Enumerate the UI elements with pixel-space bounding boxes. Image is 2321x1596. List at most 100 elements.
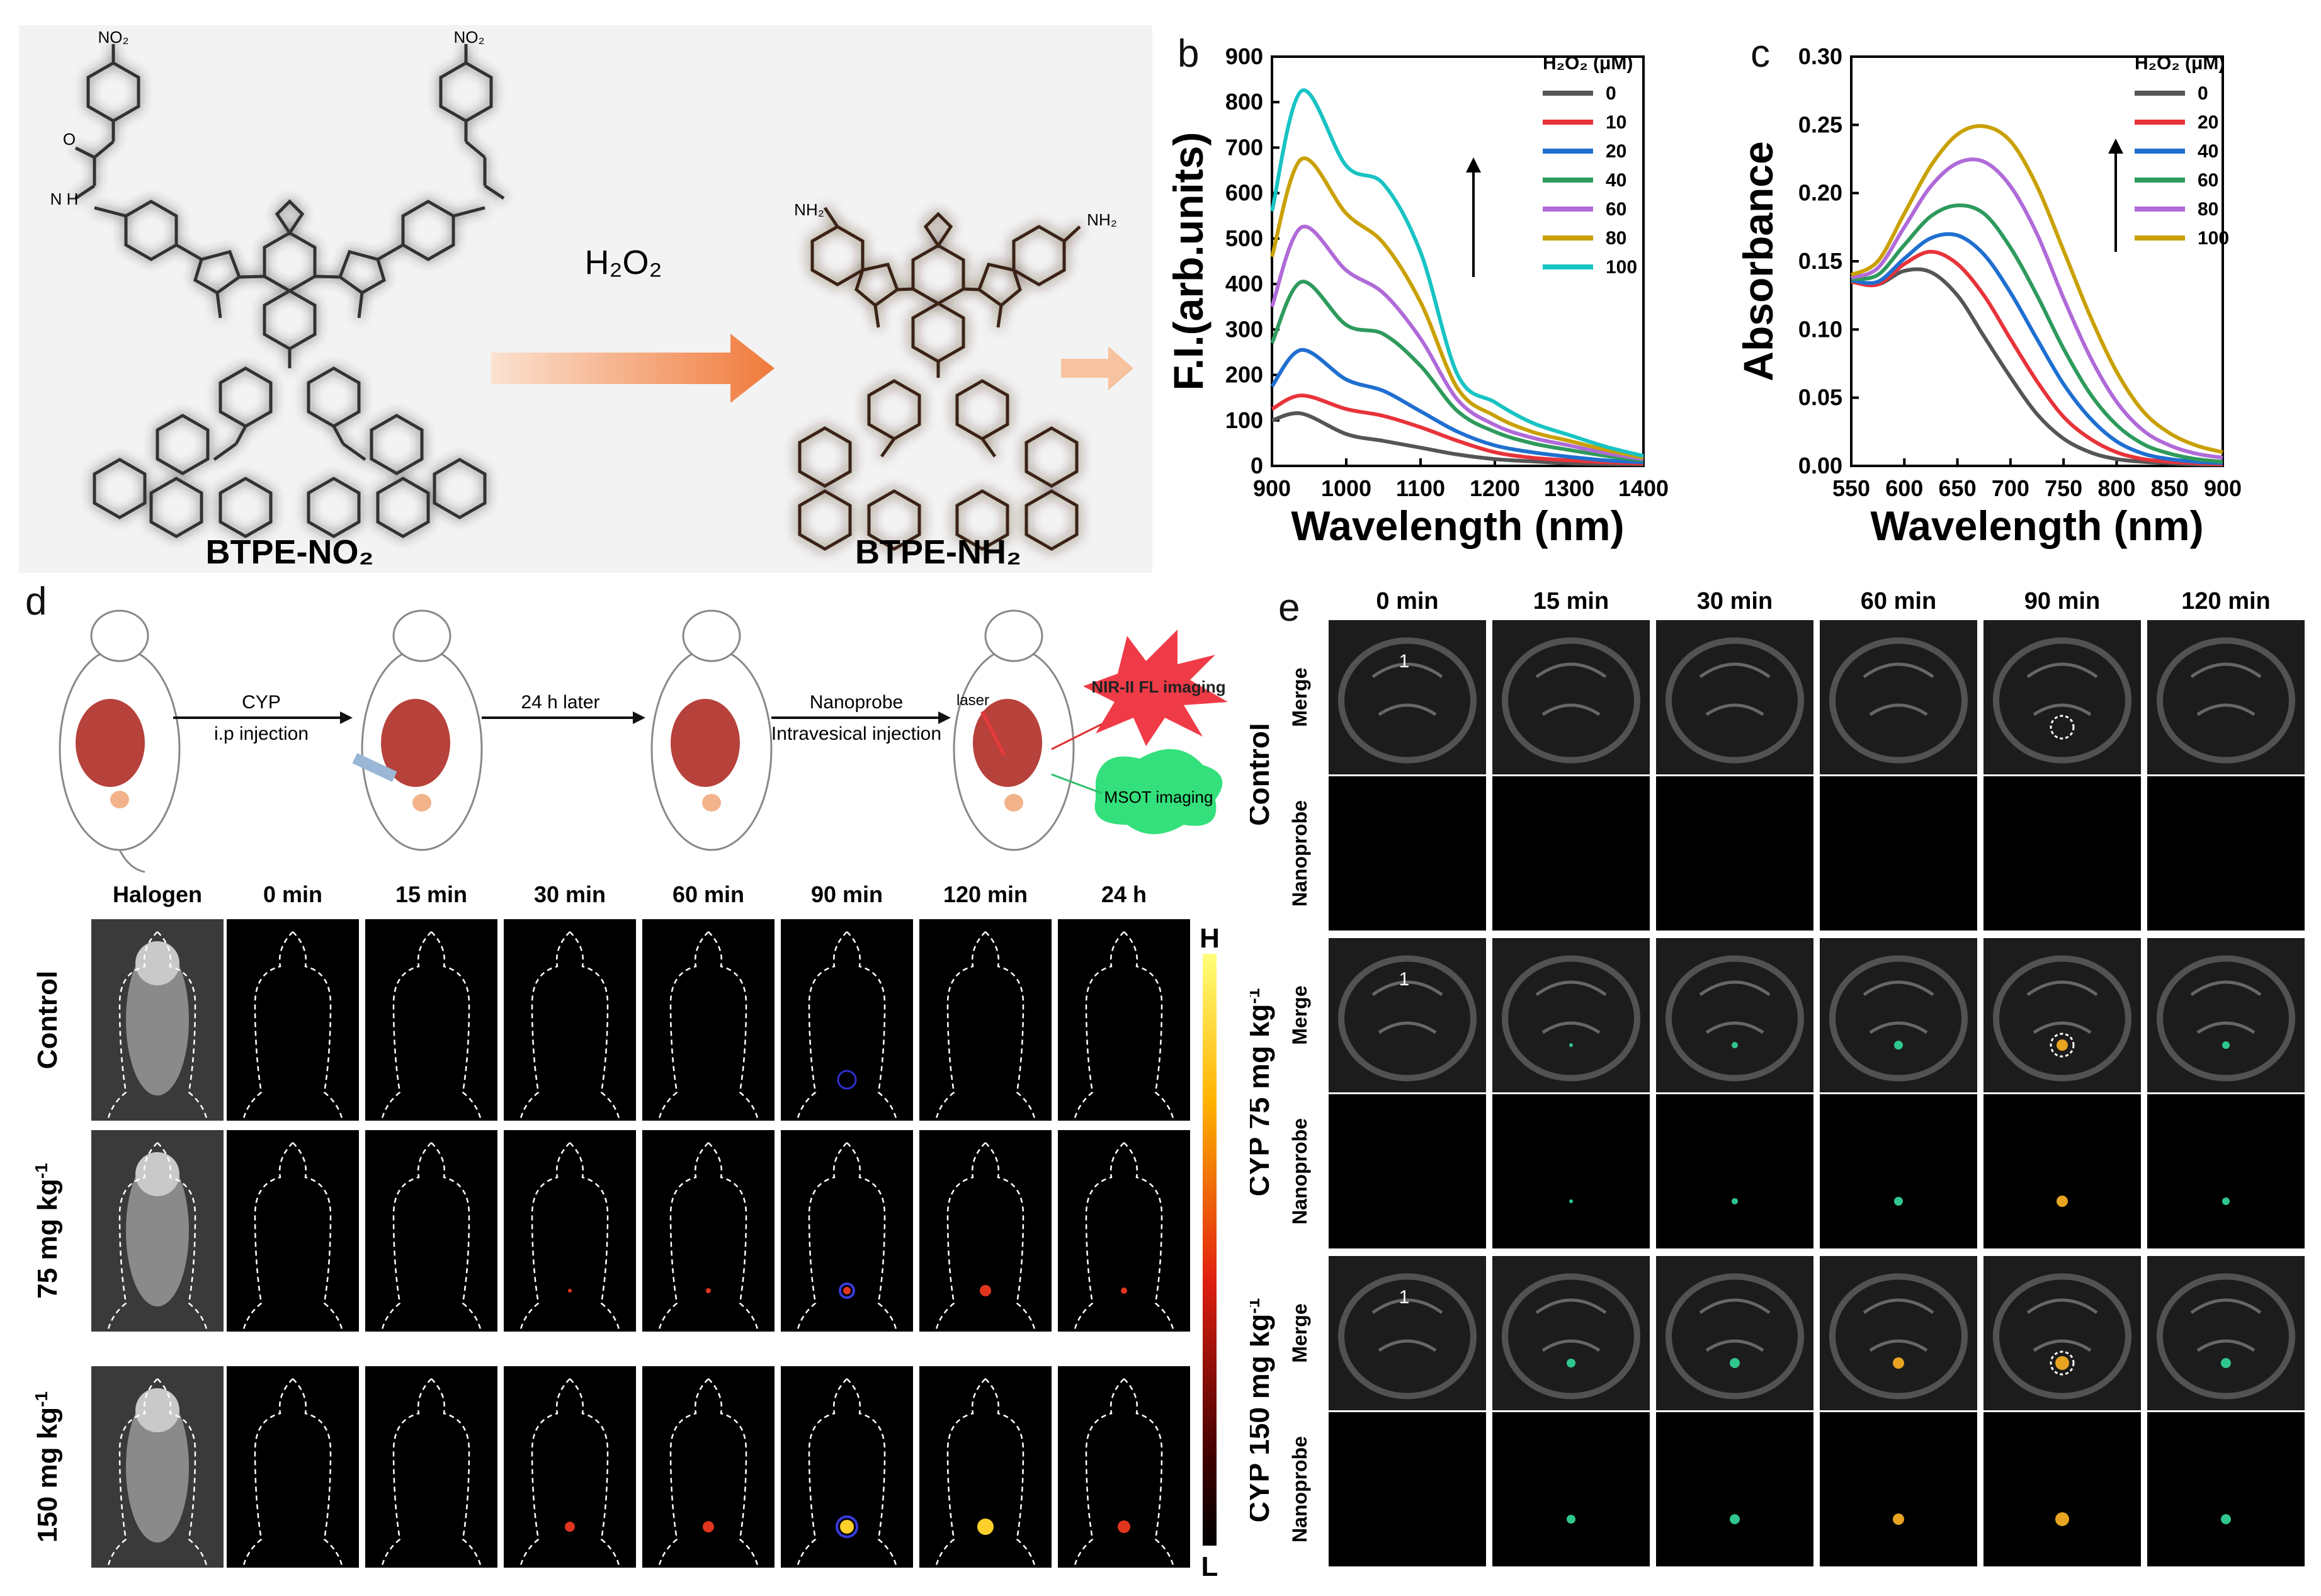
series-line-60: [1270, 224, 1644, 461]
plot-frame: [1271, 55, 1645, 467]
mouse-illustration-3: [650, 609, 773, 851]
amine-label-right: NH₂: [1087, 210, 1117, 229]
e-column-header-4: 90 min: [2024, 589, 2100, 614]
y-tick-label: 0.10: [1798, 316, 1842, 342]
msot-cell: [1656, 938, 1813, 1092]
y-tick-label: 0.15: [1798, 248, 1842, 274]
msot-label: MSOT imaging: [1104, 788, 1213, 806]
roi-number: 1: [1399, 969, 1410, 990]
legend-label-80: 80: [2198, 199, 2218, 220]
image-cell: [781, 1366, 913, 1568]
msot-tissue-ring: [1502, 1273, 1640, 1400]
msot-structure: [1863, 1298, 1934, 1352]
msot-cell: [1820, 938, 1977, 1092]
roi-dashed-circle: [2050, 1033, 2075, 1058]
colorbar: [1203, 954, 1217, 1546]
msot-tissue-ring: [1666, 955, 1804, 1082]
msot-structure: [1371, 1298, 1443, 1352]
panel-a: NO₂ NO₂ N H O BTPE-NO₂ H₂O₂: [19, 25, 1152, 573]
msot-cell: [1329, 1412, 1486, 1566]
msot-tissue-ring: [1502, 955, 1640, 1082]
scale-bar: [1335, 1574, 1353, 1577]
e-group-label-2: CYP 150 mg kg-1: [1250, 1298, 1275, 1522]
y-tick-label: 500: [1225, 225, 1263, 251]
x-axis-label: Wavelength (nm): [1870, 502, 2203, 549]
e-group-label-1: CYP 75 mg kg-1: [1250, 988, 1275, 1197]
msot-signal-spot: [1893, 1357, 1904, 1369]
fluorescence-spot: [565, 1522, 575, 1532]
msot-signal-spot: [2221, 1358, 2231, 1368]
y-tick-label: 0.00: [1798, 453, 1842, 478]
nitro-label-left: NO₂: [98, 28, 128, 47]
msot-cell: [1656, 1094, 1813, 1248]
legend-label-10: 10: [1606, 112, 1626, 133]
mouse-photo-body: [126, 944, 189, 1095]
colorbar-high: H: [1200, 923, 1220, 954]
msot-tissue-ring: [1502, 637, 1640, 764]
msot-structure: [2190, 1298, 2262, 1352]
msot-signal-spot: [2055, 1356, 2069, 1370]
msot-signal-spot: [2057, 1196, 2068, 1207]
mouse-photo-head: [135, 1152, 179, 1196]
x-tick-label: 600: [1885, 475, 1923, 501]
msot-structure: [1535, 662, 1607, 716]
series-line-40: [1851, 232, 2223, 465]
e-column-header-5: 120 min: [2181, 589, 2271, 614]
image-cell: [365, 1366, 497, 1568]
image-cell: [365, 1130, 497, 1332]
column-header-0: Halogen: [113, 881, 202, 907]
series-line-100: [1270, 88, 1644, 458]
btpe-nh2-structure: [798, 207, 1081, 551]
fluorescence-spot: [980, 1285, 991, 1296]
roi-number: 1: [1399, 651, 1410, 672]
x-tick-label: 650: [1939, 475, 1977, 501]
y-tick-label: 400: [1225, 271, 1263, 297]
msot-cell: [1329, 1094, 1486, 1248]
image-cell: [227, 1130, 359, 1332]
msot-cell: [1983, 1412, 2141, 1566]
msot-signal-spot: [1732, 1042, 1738, 1048]
msot-tissue-ring: [1993, 637, 2131, 764]
msot-cell: [1492, 620, 1650, 774]
nanoprobe-row-label: Nanoprobe: [1288, 1118, 1311, 1225]
msot-cell: [2147, 776, 2305, 931]
chart-absorbance: 550 600 650 700 750 800 850 900 0.00 0.05 0.10 0.15…: [1735, 19, 2305, 573]
reaction-arrow: [491, 334, 775, 403]
image-cell: [919, 919, 1052, 1121]
msot-cell: [2147, 1256, 2305, 1410]
image-cell: [1058, 1366, 1190, 1568]
nitro-label-right: NO₂: [453, 28, 484, 47]
y-tick-label: 100: [1225, 407, 1263, 433]
panel-d-workflow: CYP i.p injection 24 h later Nanoprobe I…: [19, 592, 1253, 875]
roi-number: 1: [1399, 1287, 1410, 1308]
msot-structure: [2026, 980, 2098, 1034]
msot-tissue-ring: [1993, 955, 2131, 1082]
msot-tissue-ring: [2157, 637, 2295, 764]
reactant-name: BTPE-NO₂: [206, 533, 374, 571]
x-tick-label: 1400: [1618, 475, 1669, 501]
x-tick-label: 900: [1253, 475, 1291, 501]
msot-signal-spot: [1567, 1515, 1575, 1524]
x-tick-label: 1000: [1321, 475, 1371, 501]
panel-d-imaging: Halogen 0 min 15 min 30 min 60 min 90 min 120 …: [19, 878, 1253, 1590]
legend-label-0: 0: [2198, 83, 2208, 104]
image-cell: [227, 1366, 359, 1568]
msot-structure: [2190, 980, 2262, 1034]
product-name: BTPE-NH₂: [855, 533, 1021, 571]
row-label-0: Control: [32, 971, 63, 1069]
msot-cell: [1492, 1412, 1650, 1566]
image-cell: [781, 1130, 913, 1332]
msot-cell: [1820, 1412, 1977, 1566]
msot-signal-spot: [2222, 1197, 2230, 1205]
panel-e-grid-svg: 0 min 15 min 30 min 60 min 90 min 120 min Cont…: [1242, 588, 2305, 1577]
msot-structure: [1863, 980, 1934, 1034]
series-line-80: [1850, 157, 2223, 460]
y-tick-label: 0.30: [1798, 43, 1842, 69]
msot-structure: [1699, 1298, 1771, 1352]
mouse-photo-head: [135, 1388, 179, 1432]
merge-row-label: Merge: [1288, 1303, 1311, 1362]
image-cell: [504, 1130, 636, 1332]
series-line-100: [1850, 124, 2223, 455]
colorbar-low: L: [1201, 1551, 1218, 1582]
amide-nh-label: N H: [50, 190, 79, 208]
